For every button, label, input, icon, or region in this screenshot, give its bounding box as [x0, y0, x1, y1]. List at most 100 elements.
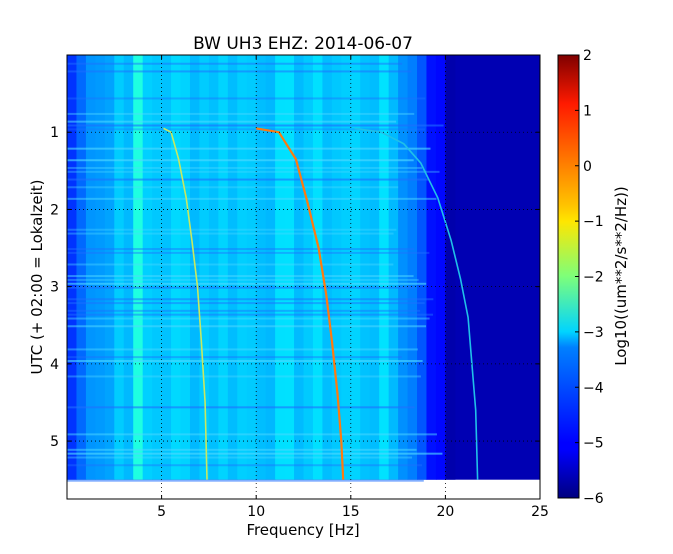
heatmap-stripe: [67, 186, 399, 189]
heatmap-stripe: [67, 70, 412, 73]
heatmap-stripe: [67, 317, 430, 320]
heatmap-column: [161, 55, 172, 480]
heatmap-column: [114, 55, 125, 480]
heatmap-column: [199, 55, 210, 480]
x-tick-label: 10: [247, 504, 265, 520]
heatmap-stripe: [67, 433, 437, 436]
heatmap-column: [341, 55, 352, 480]
heatmap-column: [303, 55, 314, 480]
heatmap-column: [275, 55, 286, 480]
drift-lines: [163, 127, 479, 480]
heatmap-column: [133, 55, 144, 480]
heatmap-column: [256, 55, 267, 480]
heatmap-stripe: [67, 120, 397, 123]
heatmap-stripe: [67, 479, 424, 482]
x-tick-label: 5: [157, 504, 166, 520]
heatmap-stripe: [67, 62, 403, 65]
heatmap-column: [360, 55, 371, 480]
y-tick-label: 3: [50, 280, 59, 296]
grid-lines: [67, 55, 540, 499]
heatmap-stripe: [67, 248, 415, 251]
heatmap-column: [284, 55, 295, 480]
heatmap-stripe: [67, 278, 419, 281]
y-axis-ticks: 1 2 3 4 5: [50, 125, 540, 450]
heatmap-stripe: [67, 112, 415, 115]
colorbar-tick-label: −6: [583, 491, 604, 507]
heatmap-column: [445, 55, 456, 480]
heatmap-column: [322, 55, 333, 480]
colorbar-tick-label: 2: [583, 48, 592, 64]
heatmap-column: [398, 55, 409, 480]
heatmap-column: [95, 55, 106, 480]
heatmap-stripe: [67, 375, 421, 378]
colorbar-tick-label: −5: [583, 436, 604, 452]
heatmap-stripe: [67, 325, 427, 328]
heatmap-column: [379, 55, 390, 480]
heatmap-stripe: [67, 197, 437, 200]
x-tick-label: 15: [342, 504, 360, 520]
plot-area: [67, 55, 540, 499]
heatmap-column: [180, 55, 191, 480]
heatmap-column: [171, 55, 182, 480]
x-axis-ticks: 5 10 15 20 25: [157, 55, 549, 520]
heatmap-stripe: [67, 232, 394, 235]
chart-title: BW UH3 EHZ: 2014-06-07: [193, 34, 413, 54]
y-axis-label: UTC (+ 02:00 = Lokalzeit): [28, 179, 46, 374]
heatmap-column: [435, 55, 446, 480]
heatmap-stripe: [67, 263, 394, 266]
heatmap-stripe: [67, 147, 431, 150]
y-tick-label: 1: [50, 125, 59, 141]
heatmap-stripe: [67, 448, 417, 451]
heatmap-stripe: [67, 282, 427, 285]
heatmap-column: [426, 55, 437, 480]
spectrogram-stripes: [67, 62, 444, 482]
colorbar-tick-label: −4: [583, 380, 604, 396]
heatmap-stripe: [67, 228, 397, 231]
drift-line-2: [256, 127, 345, 480]
colorbar-tick-label: 1: [583, 103, 592, 119]
heatmap-stripe: [67, 356, 402, 359]
colorbar-tick-label: −1: [583, 214, 604, 230]
heatmap-stripe: [67, 124, 444, 127]
heatmap-column: [218, 55, 229, 480]
heatmap-column: [246, 55, 257, 480]
x-axis-label: Frequency [Hz]: [246, 521, 359, 539]
colorbar-tick-label: −2: [583, 270, 604, 286]
heatmap-column: [331, 55, 342, 480]
heatmap-stripe: [67, 452, 443, 455]
heatmap-column: [350, 55, 361, 480]
colorbar-tick-label: 0: [583, 159, 592, 175]
colorbar-label: Log10((um**2/s**2/Hz)): [612, 186, 630, 366]
heatmap-column: [417, 55, 428, 480]
heatmap-stripe: [67, 275, 414, 278]
drift-line-1: [163, 127, 208, 480]
heatmap-stripe: [67, 178, 429, 181]
x-tick-label: 25: [531, 504, 549, 520]
heatmap-stripe: [67, 166, 422, 169]
colorbar-ticks: 2 1 0 −1 −2 −3 −4 −5 −6: [575, 48, 604, 507]
heatmap-stripe: [67, 159, 414, 162]
plot-frame: [66, 54, 541, 500]
heatmap-column: [85, 55, 96, 480]
heatmap-column: [237, 55, 248, 480]
heatmap-stripe: [67, 464, 423, 467]
y-tick-label: 4: [50, 357, 59, 373]
heatmap-stripe: [67, 97, 426, 100]
heatmap-column: [67, 55, 78, 480]
heatmap-column: [294, 55, 305, 480]
colorbar-tick-label: −3: [583, 325, 604, 341]
heatmap-column: [76, 55, 87, 480]
heatmap-stripe: [67, 298, 434, 301]
y-tick-label: 5: [50, 434, 59, 450]
heatmap-stripe: [67, 302, 425, 305]
heatmap-column: [152, 55, 163, 480]
heatmap-stripe: [67, 286, 415, 289]
y-tick-label: 2: [50, 202, 59, 218]
heatmap-column: [123, 55, 134, 480]
heatmap-column: [227, 55, 238, 480]
drift-line-3: [354, 127, 479, 480]
heatmap-column: [142, 55, 153, 480]
heatmap-stripe: [67, 170, 440, 173]
heatmap-column: [407, 55, 418, 480]
